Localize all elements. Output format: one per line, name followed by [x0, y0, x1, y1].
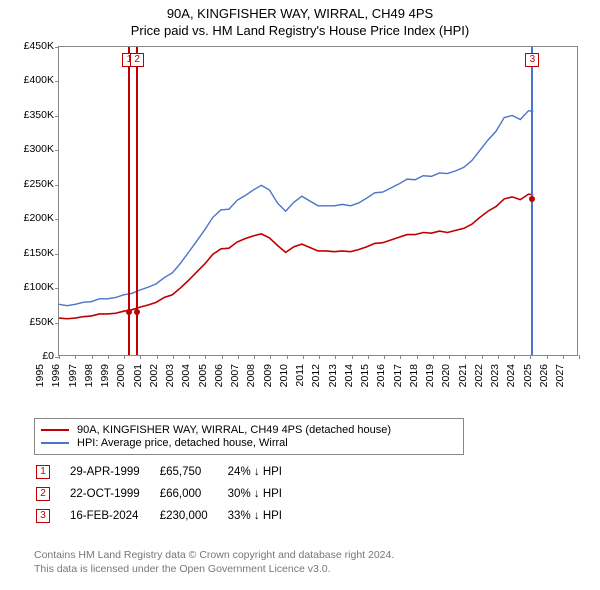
y-tick — [55, 47, 59, 48]
footer-line: This data is licensed under the Open Gov… — [34, 562, 394, 576]
x-tick — [75, 355, 76, 359]
y-axis-label: £200K — [10, 212, 54, 224]
chart: 123 £0£50K£100K£150K£200K£250K£300K£350K… — [10, 46, 590, 406]
legend-label: 90A, KINGFISHER WAY, WIRRAL, CH49 4PS (d… — [77, 424, 391, 436]
sale-marker — [134, 309, 140, 315]
event-number: 2 — [36, 487, 50, 501]
events-table: 1 29-APR-1999£65,75024% ↓ HPI 2 22-OCT-1999… — [34, 460, 302, 528]
legend-label: HPI: Average price, detached house, Wirr… — [77, 437, 288, 449]
x-tick — [384, 355, 385, 359]
event-date: 29-APR-1999 — [70, 462, 158, 482]
x-tick — [157, 355, 158, 359]
table-row: 3 16-FEB-2024£230,00033% ↓ HPI — [36, 506, 300, 526]
legend-swatch — [41, 429, 69, 431]
x-tick — [563, 355, 564, 359]
x-tick — [189, 355, 190, 359]
page-title: 90A, KINGFISHER WAY, WIRRAL, CH49 4PS — [0, 6, 600, 21]
x-tick — [222, 355, 223, 359]
x-tick — [335, 355, 336, 359]
plot-area: 123 — [58, 46, 578, 356]
event-price: £65,750 — [160, 462, 226, 482]
y-axis-label: £450K — [10, 40, 54, 52]
callout: 2 — [130, 53, 144, 67]
x-tick — [417, 355, 418, 359]
y-axis-label: £300K — [10, 143, 54, 155]
x-tick — [92, 355, 93, 359]
callout: 3 — [525, 53, 539, 67]
sale-marker — [529, 196, 535, 202]
x-tick — [482, 355, 483, 359]
x-tick — [238, 355, 239, 359]
y-tick — [55, 150, 59, 151]
y-tick — [55, 185, 59, 186]
event-delta: 30% ↓ HPI — [228, 484, 300, 504]
x-tick — [465, 355, 466, 359]
page-subtitle: Price paid vs. HM Land Registry's House … — [0, 23, 600, 38]
y-tick — [55, 288, 59, 289]
y-axis-label: £400K — [10, 74, 54, 86]
x-tick — [547, 355, 548, 359]
y-axis-label: £250K — [10, 178, 54, 190]
x-tick — [303, 355, 304, 359]
x-tick — [368, 355, 369, 359]
footer-line: Contains HM Land Registry data © Crown c… — [34, 548, 394, 562]
x-tick — [352, 355, 353, 359]
event-delta: 33% ↓ HPI — [228, 506, 300, 526]
x-axis-label: 2027 — [554, 364, 600, 387]
x-tick — [173, 355, 174, 359]
x-tick — [400, 355, 401, 359]
y-axis-label: £350K — [10, 109, 54, 121]
x-tick — [514, 355, 515, 359]
sale-marker — [126, 309, 132, 315]
x-tick — [498, 355, 499, 359]
event-delta: 24% ↓ HPI — [228, 462, 300, 482]
x-tick — [449, 355, 450, 359]
legend-swatch — [41, 442, 69, 444]
y-tick — [55, 254, 59, 255]
x-tick — [108, 355, 109, 359]
footer: Contains HM Land Registry data © Crown c… — [34, 548, 394, 576]
x-tick — [579, 355, 580, 359]
x-tick — [530, 355, 531, 359]
y-axis-label: £150K — [10, 247, 54, 259]
y-axis-label: £0 — [10, 350, 54, 362]
event-date: 16-FEB-2024 — [70, 506, 158, 526]
event-price: £66,000 — [160, 484, 226, 504]
y-tick — [55, 116, 59, 117]
y-axis-label: £100K — [10, 281, 54, 293]
x-tick — [254, 355, 255, 359]
x-tick — [287, 355, 288, 359]
x-tick — [59, 355, 60, 359]
legend: 90A, KINGFISHER WAY, WIRRAL, CH49 4PS (d… — [34, 418, 464, 455]
table-row: 1 29-APR-1999£65,75024% ↓ HPI — [36, 462, 300, 482]
legend-row: 90A, KINGFISHER WAY, WIRRAL, CH49 4PS (d… — [41, 424, 457, 436]
x-tick — [319, 355, 320, 359]
event-number: 3 — [36, 509, 50, 523]
x-tick — [270, 355, 271, 359]
event-price: £230,000 — [160, 506, 226, 526]
x-tick — [124, 355, 125, 359]
y-tick — [55, 219, 59, 220]
y-tick — [55, 323, 59, 324]
x-tick — [205, 355, 206, 359]
event-date: 22-OCT-1999 — [70, 484, 158, 504]
event-number: 1 — [36, 465, 50, 479]
table-row: 2 22-OCT-1999£66,00030% ↓ HPI — [36, 484, 300, 504]
x-tick — [140, 355, 141, 359]
y-axis-label: £50K — [10, 316, 54, 328]
x-tick — [433, 355, 434, 359]
y-tick — [55, 81, 59, 82]
legend-row: HPI: Average price, detached house, Wirr… — [41, 437, 457, 449]
